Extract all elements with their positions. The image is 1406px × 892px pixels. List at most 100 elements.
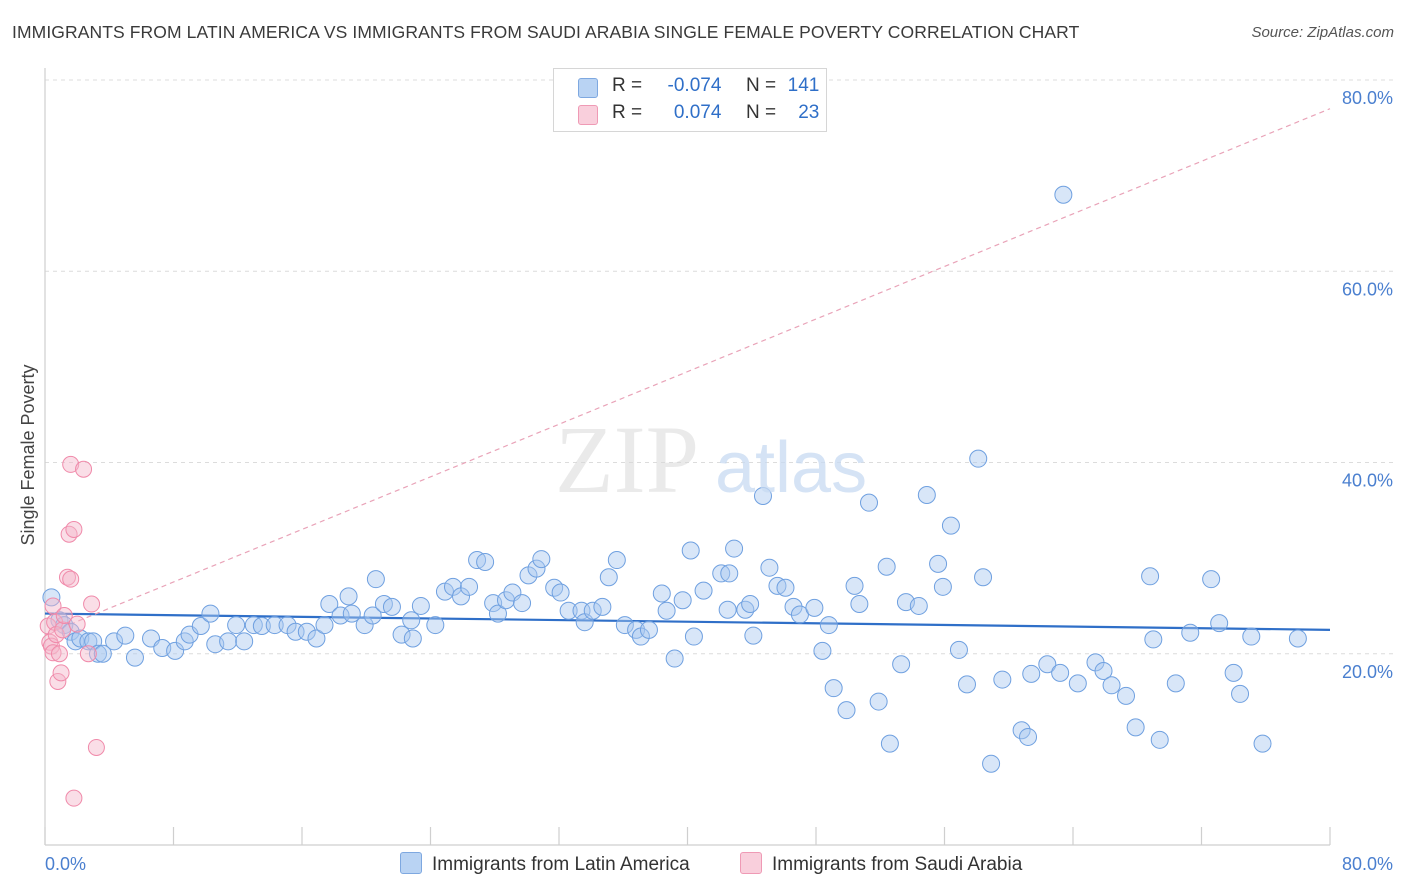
data-point-latin-america xyxy=(1126,718,1145,737)
trend-line-latin-america xyxy=(44,612,1331,631)
data-point-saudi-arabia xyxy=(65,520,83,538)
data-point-latin-america xyxy=(681,541,700,560)
data-point-latin-america xyxy=(639,620,658,639)
data-point-saudi-arabia xyxy=(54,621,72,639)
data-point-latin-america xyxy=(860,493,879,512)
data-point-saudi-arabia xyxy=(58,568,76,586)
data-point-latin-america xyxy=(66,632,85,651)
y-tick-label: 80.0% xyxy=(1342,88,1393,108)
data-point-latin-america xyxy=(1094,661,1113,680)
data-point-latin-america xyxy=(720,564,739,583)
data-point-latin-america xyxy=(744,626,763,645)
data-point-latin-america xyxy=(488,604,507,623)
bottom-legend-swatch-latin-america xyxy=(400,852,422,874)
data-point-latin-america xyxy=(1051,663,1070,682)
data-point-latin-america xyxy=(331,606,350,625)
data-point-saudi-arabia xyxy=(52,664,70,682)
data-point-latin-america xyxy=(1117,686,1136,705)
data-point-latin-america xyxy=(551,583,570,602)
y-tick-label: 60.0% xyxy=(1342,279,1393,299)
legend-r-label: R = xyxy=(612,102,643,123)
data-point-latin-america xyxy=(339,587,358,606)
data-point-latin-america xyxy=(1019,727,1038,746)
data-point-latin-america xyxy=(125,648,144,667)
data-point-latin-america xyxy=(673,591,692,610)
data-point-latin-america xyxy=(1038,655,1057,674)
data-point-latin-america xyxy=(776,578,795,597)
data-point-latin-america xyxy=(1150,730,1169,749)
legend-r-label: R = xyxy=(612,75,643,96)
data-point-saudi-arabia xyxy=(49,672,67,690)
data-point-latin-america xyxy=(1231,684,1250,703)
data-point-latin-america xyxy=(957,675,976,694)
data-point-latin-america xyxy=(201,604,220,623)
data-point-latin-america xyxy=(933,577,952,596)
data-point-latin-america xyxy=(760,558,779,577)
grid-lines xyxy=(45,79,1393,655)
data-point-latin-america xyxy=(665,649,684,668)
data-point-latin-america xyxy=(411,596,430,615)
chart-title: IMMIGRANTS FROM LATIN AMERICA VS IMMIGRA… xyxy=(12,22,1080,42)
watermark-atlas: atlas xyxy=(715,428,867,508)
data-point-latin-america xyxy=(89,644,108,663)
bottom-legend-label: Immigrants from Saudi Arabia xyxy=(772,854,1023,875)
data-point-latin-america xyxy=(583,601,602,620)
data-point-latin-america xyxy=(1242,627,1261,646)
data-point-latin-america xyxy=(460,577,479,596)
data-point-latin-america xyxy=(93,644,112,663)
legend-swatch-saudi-arabia xyxy=(578,105,598,125)
data-point-latin-america xyxy=(166,641,185,660)
x-tick-label: 80.0% xyxy=(1342,854,1393,874)
data-point-saudi-arabia xyxy=(87,738,105,756)
data-point-latin-america xyxy=(513,594,532,613)
data-point-latin-america xyxy=(79,632,98,651)
data-point-latin-america xyxy=(559,601,578,620)
bottom-legend-swatch-saudi-arabia xyxy=(740,852,762,874)
legend-r-value: 0.074 xyxy=(673,102,722,123)
data-point-latin-america xyxy=(1054,185,1073,204)
data-point-latin-america xyxy=(877,557,896,576)
data-point-latin-america xyxy=(1253,734,1272,753)
data-point-saudi-arabia xyxy=(55,607,73,624)
data-point-saudi-arabia xyxy=(62,570,80,588)
data-point-latin-america xyxy=(607,551,626,570)
data-point-latin-america xyxy=(725,539,744,558)
data-point-latin-america xyxy=(252,617,271,636)
data-point-latin-america xyxy=(929,554,948,573)
data-point-saudi-arabia xyxy=(44,644,62,662)
data-point-latin-america xyxy=(191,617,210,636)
y-tick-label: 20.0% xyxy=(1342,662,1393,682)
data-point-latin-america xyxy=(219,632,238,651)
data-point-latin-america xyxy=(1068,674,1087,693)
data-point-latin-america xyxy=(657,601,676,620)
y-tick-label: 40.0% xyxy=(1342,471,1393,491)
data-point-latin-america xyxy=(227,616,246,635)
data-point-latin-america xyxy=(235,632,254,651)
data-point-latin-america xyxy=(403,629,422,648)
data-point-latin-america xyxy=(819,616,838,635)
data-point-latin-america xyxy=(1102,676,1121,695)
legend-r-value: -0.074 xyxy=(667,75,722,96)
data-point-latin-america xyxy=(892,655,911,674)
data-point-latin-america xyxy=(974,568,993,587)
data-point-latin-america xyxy=(652,584,671,603)
data-point-saudi-arabia xyxy=(50,645,68,663)
tick-labels: 20.0% 40.0% 60.0% 80.0% 0.0% 80.0% xyxy=(45,88,1393,874)
data-point-latin-america xyxy=(824,679,843,698)
data-point-latin-america xyxy=(741,595,760,614)
data-point-latin-america xyxy=(382,597,401,616)
data-point-latin-america xyxy=(297,622,316,641)
data-point-latin-america xyxy=(869,692,888,711)
data-point-latin-america xyxy=(1022,664,1041,683)
legend-n-label: N = xyxy=(745,75,777,96)
legend: R = -0.074 N = 141 R = 0.074 N = 23 xyxy=(553,68,827,132)
data-point-latin-america xyxy=(1224,663,1243,682)
data-point-latin-america xyxy=(684,627,703,646)
data-point-latin-america xyxy=(392,625,411,644)
data-point-latin-america xyxy=(599,568,618,587)
data-point-latin-america xyxy=(265,616,284,635)
trend-lines xyxy=(44,108,1331,636)
data-point-latin-america xyxy=(969,449,988,468)
data-point-saudi-arabia xyxy=(79,645,97,663)
